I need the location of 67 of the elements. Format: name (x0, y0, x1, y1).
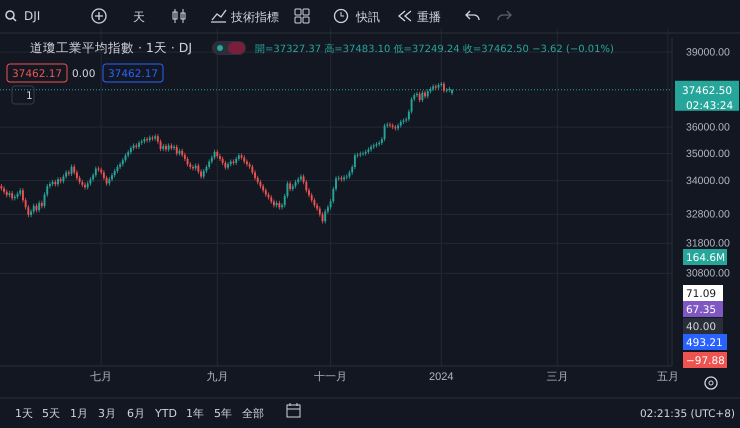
x-tick-label: 2024 (429, 370, 454, 383)
candlestick (197, 163, 200, 174)
candlestick (152, 135, 154, 142)
candlestick (94, 166, 97, 178)
candlestick (124, 152, 126, 163)
y-tick-label: 35000.00 (686, 148, 730, 160)
text: 1年 (186, 407, 204, 420)
text: 5天 (42, 407, 60, 420)
y-tick-label: 39000.00 (686, 46, 730, 58)
candlestick (214, 149, 216, 160)
text: 技術指標 (230, 10, 279, 24)
candlestick (402, 118, 404, 124)
text: −97.88 (686, 355, 725, 367)
candlestick (289, 180, 292, 192)
y-tick-label: 30800.00 (686, 268, 730, 280)
annotation: 0.00 (72, 68, 96, 80)
text: 67.35 (686, 304, 716, 316)
y-tick-label: 32800.00 (686, 208, 730, 221)
text: 天 (133, 10, 145, 24)
candlestick (443, 81, 445, 93)
text: 1天 (15, 407, 33, 420)
candlestick (70, 164, 72, 176)
chart-title: 道瓊工業平均指數 · 1天 · DJ (30, 40, 192, 55)
y-tick-label: 31800.00 (686, 238, 730, 250)
text: 1月 (70, 407, 88, 420)
y-tick-label: 34000.00 (686, 175, 730, 188)
x-tick-label: 五月 (656, 370, 679, 383)
candlestick (146, 136, 148, 143)
x-tick-label: 三月 (546, 370, 568, 383)
y-tick-label: 36000.00 (686, 121, 730, 134)
x-tick-label: 九月 (206, 370, 228, 383)
text: 71.09 (686, 288, 716, 300)
text: 快訊 (355, 10, 380, 24)
text: YTD (154, 407, 177, 420)
text: 5年 (214, 407, 232, 420)
text: 493.21 (686, 337, 723, 349)
candlestick (186, 156, 189, 167)
annotation: 1 (26, 90, 33, 102)
candlestick (38, 200, 40, 213)
candlestick (11, 190, 14, 201)
text: 全部 (242, 407, 264, 420)
text: 6月 (127, 407, 145, 420)
text: 重播 (417, 10, 441, 24)
candlestick (276, 200, 278, 208)
text: 02:21:35 (UTC+8) (640, 408, 735, 420)
annotation: 37462.17 (108, 68, 158, 80)
candlestick (340, 175, 342, 182)
x-tick-label: 七月 (90, 370, 112, 383)
candlestick (98, 166, 100, 172)
text: 02:43:24 (686, 100, 734, 112)
candlestick (208, 159, 210, 170)
candlestick (343, 174, 346, 182)
x-tick-label: 十一月 (314, 370, 348, 383)
text: 開=37327.37 高=37483.10 低=37249.24 收=37462.50 −3.62 (−0.01%) (255, 43, 614, 55)
text: 40.00 (686, 321, 716, 333)
candlestick (57, 176, 59, 187)
text: DJI (24, 9, 40, 23)
candlestick (389, 122, 391, 128)
candlestick (362, 150, 364, 156)
ref-line-label: 37462.50 (682, 84, 732, 97)
candlestick (421, 90, 424, 103)
annotation: 37462.17 (12, 68, 62, 80)
text: 3月 (98, 407, 116, 420)
candlestick (418, 91, 421, 103)
candlestick (384, 123, 386, 142)
candlestick (62, 174, 64, 184)
text: 164.6M (686, 252, 726, 264)
